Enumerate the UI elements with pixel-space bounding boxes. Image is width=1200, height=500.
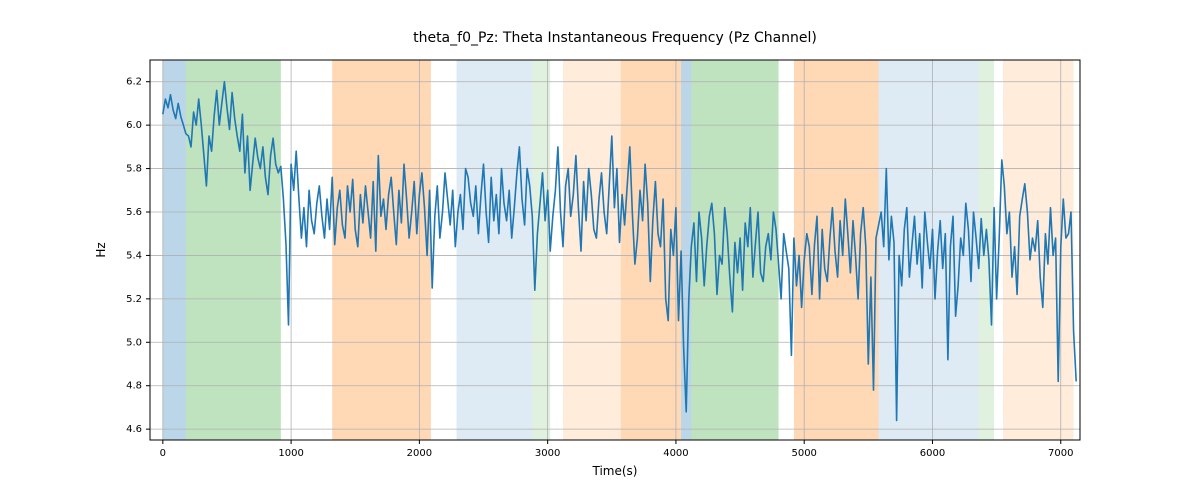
chart-band: [457, 60, 533, 440]
y-tick-label: 6.0: [126, 120, 142, 131]
x-tick-label: 6000: [920, 448, 945, 459]
x-tick-label: 3000: [535, 448, 560, 459]
eeg-chart: 0 1000 2000 3000 4000 5000 6000 7000 4.6 4.8 5.0 5.…: [0, 0, 1200, 500]
chart-title: theta_f0_Pz: Theta Instantaneous Frequen…: [413, 30, 817, 46]
y-axis-label: Hz: [94, 242, 108, 257]
chart-band: [332, 60, 431, 440]
x-tick-label: 1000: [278, 448, 303, 459]
x-tick-label: 0: [160, 448, 166, 459]
x-tick-label: 5000: [791, 448, 816, 459]
x-tick-label: 2000: [407, 448, 432, 459]
y-tick-label: 5.6: [126, 207, 142, 218]
y-tick-label: 5.0: [126, 337, 142, 348]
y-tick-label: 5.4: [126, 250, 142, 261]
x-axis-label: Time(s): [592, 464, 638, 478]
x-tick-label: 4000: [663, 448, 688, 459]
y-tick-label: 5.2: [126, 294, 142, 305]
y-tick-label: 6.2: [126, 77, 142, 88]
x-tick-label: 7000: [1048, 448, 1073, 459]
y-tick-label: 5.8: [126, 164, 142, 175]
chart-band: [563, 60, 621, 440]
chart-band: [163, 60, 186, 440]
chart-band: [979, 60, 994, 440]
y-tick-label: 4.8: [126, 381, 142, 392]
y-tick-label: 4.6: [126, 424, 142, 435]
